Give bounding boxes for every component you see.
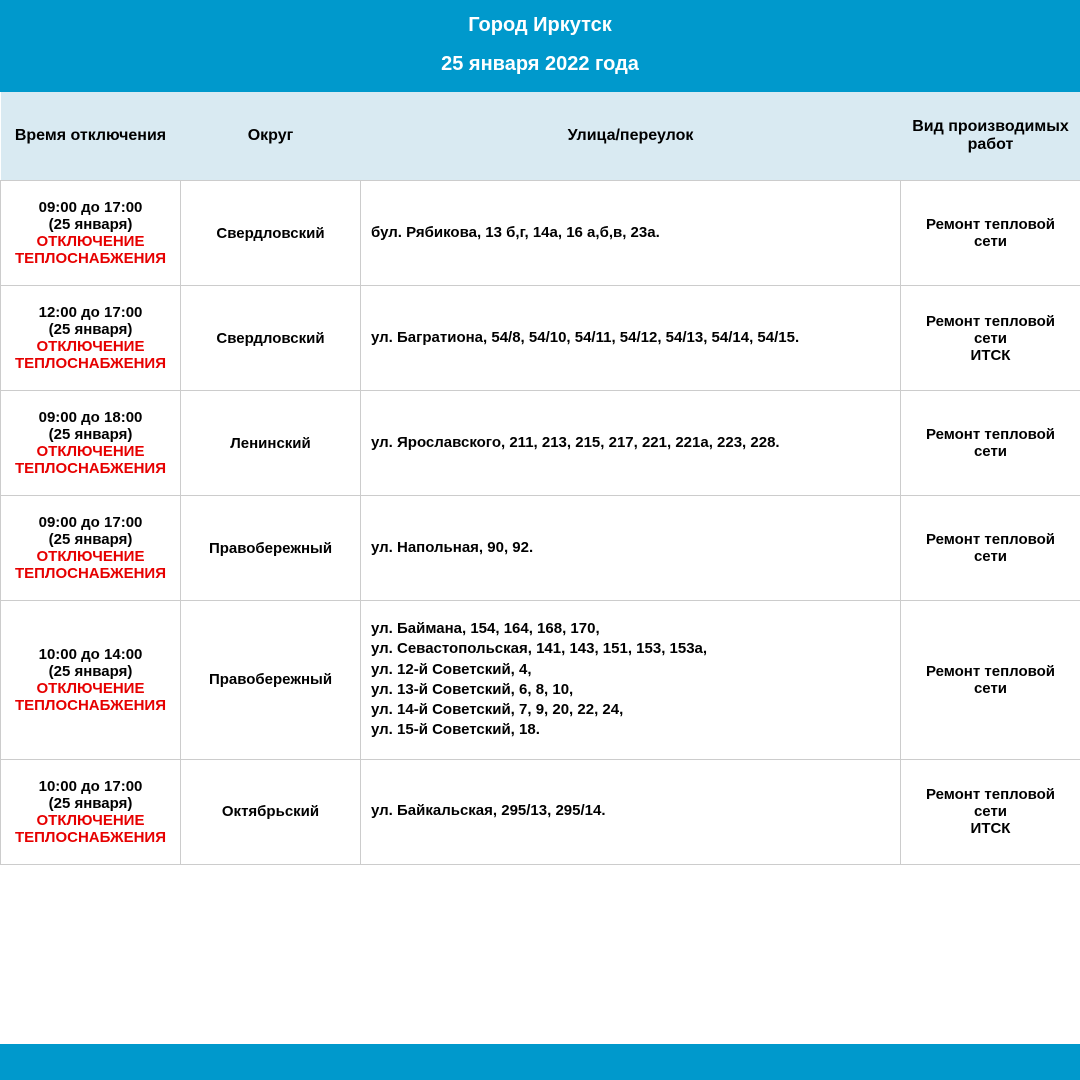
header-city: Город Иркутск (0, 14, 1080, 37)
alert-line-1: ОТКЛЮЧЕНИЕ (11, 443, 170, 460)
cell-street: ул. Напольная, 90, 92. (361, 496, 901, 601)
cell-street: ул. Байкальская, 295/13, 295/14. (361, 759, 901, 864)
time-range: 10:00 до 14:00 (11, 646, 170, 663)
time-date: (25 января) (11, 663, 170, 680)
header-date: 25 января 2022 года (0, 53, 1080, 76)
cell-street: бул. Рябикова, 13 б,г, 14а, 16 а,б,в, 23… (361, 181, 901, 286)
outage-table: Время отключения Округ Улица/переулок Ви… (0, 92, 1080, 865)
time-range: 12:00 до 17:00 (11, 304, 170, 321)
cell-street: ул. Багратиона, 54/8, 54/10, 54/11, 54/1… (361, 286, 901, 391)
cell-time: 09:00 до 17:00(25 января)ОТКЛЮЧЕНИЕТЕПЛО… (1, 181, 181, 286)
alert-line-2: ТЕПЛОСНАБЖЕНИЯ (11, 355, 170, 372)
cell-time: 10:00 до 17:00(25 января)ОТКЛЮЧЕНИЕТЕПЛО… (1, 759, 181, 864)
time-range: 09:00 до 17:00 (11, 199, 170, 216)
alert-line-2: ТЕПЛОСНАБЖЕНИЯ (11, 829, 170, 846)
footer-bar (0, 1044, 1080, 1080)
alert-line-2: ТЕПЛОСНАБЖЕНИЯ (11, 697, 170, 714)
table-row: 09:00 до 17:00(25 января)ОТКЛЮЧЕНИЕТЕПЛО… (1, 181, 1080, 286)
cell-okrug: Свердловский (181, 286, 361, 391)
cell-work: Ремонт тепловой сети (901, 391, 1080, 496)
cell-time: 09:00 до 18:00(25 января)ОТКЛЮЧЕНИЕТЕПЛО… (1, 391, 181, 496)
table-row: 10:00 до 17:00(25 января)ОТКЛЮЧЕНИЕТЕПЛО… (1, 759, 1080, 864)
alert-line-2: ТЕПЛОСНАБЖЕНИЯ (11, 565, 170, 582)
time-range: 10:00 до 17:00 (11, 778, 170, 795)
cell-time: 09:00 до 17:00(25 января)ОТКЛЮЧЕНИЕТЕПЛО… (1, 496, 181, 601)
col-header-street: Улица/переулок (361, 92, 901, 181)
cell-work: Ремонт тепловой сети ИТСК (901, 759, 1080, 864)
cell-time: 10:00 до 14:00(25 января)ОТКЛЮЧЕНИЕТЕПЛО… (1, 601, 181, 760)
table-header-row: Время отключения Округ Улица/переулок Ви… (1, 92, 1080, 181)
cell-street: ул. Баймана, 154, 164, 168, 170, ул. Сев… (361, 601, 901, 760)
cell-street: ул. Ярославского, 211, 213, 215, 217, 22… (361, 391, 901, 496)
cell-work: Ремонт тепловой сети (901, 496, 1080, 601)
time-date: (25 января) (11, 795, 170, 812)
time-range: 09:00 до 17:00 (11, 514, 170, 531)
time-date: (25 января) (11, 321, 170, 338)
cell-work: Ремонт тепловой сети ИТСК (901, 286, 1080, 391)
alert-line-1: ОТКЛЮЧЕНИЕ (11, 338, 170, 355)
table-row: 10:00 до 14:00(25 января)ОТКЛЮЧЕНИЕТЕПЛО… (1, 601, 1080, 760)
cell-okrug: Ленинский (181, 391, 361, 496)
alert-line-1: ОТКЛЮЧЕНИЕ (11, 233, 170, 250)
table-row: 09:00 до 17:00(25 января)ОТКЛЮЧЕНИЕТЕПЛО… (1, 496, 1080, 601)
table-row: 09:00 до 18:00(25 января)ОТКЛЮЧЕНИЕТЕПЛО… (1, 391, 1080, 496)
cell-work: Ремонт тепловой сети (901, 601, 1080, 760)
cell-okrug: Октябрьский (181, 759, 361, 864)
time-date: (25 января) (11, 426, 170, 443)
cell-okrug: Свердловский (181, 181, 361, 286)
col-header-okrug: Округ (181, 92, 361, 181)
cell-okrug: Правобережный (181, 496, 361, 601)
alert-line-1: ОТКЛЮЧЕНИЕ (11, 548, 170, 565)
col-header-time: Время отключения (1, 92, 181, 181)
table-row: 12:00 до 17:00(25 января)ОТКЛЮЧЕНИЕТЕПЛО… (1, 286, 1080, 391)
cell-time: 12:00 до 17:00(25 января)ОТКЛЮЧЕНИЕТЕПЛО… (1, 286, 181, 391)
alert-line-2: ТЕПЛОСНАБЖЕНИЯ (11, 250, 170, 267)
page-header: Город Иркутск 25 января 2022 года (0, 0, 1080, 92)
time-date: (25 января) (11, 216, 170, 233)
alert-line-1: ОТКЛЮЧЕНИЕ (11, 812, 170, 829)
alert-line-1: ОТКЛЮЧЕНИЕ (11, 680, 170, 697)
time-range: 09:00 до 18:00 (11, 409, 170, 426)
cell-work: Ремонт тепловой сети (901, 181, 1080, 286)
col-header-work: Вид производимых работ (901, 92, 1080, 181)
cell-okrug: Правобережный (181, 601, 361, 760)
time-date: (25 января) (11, 531, 170, 548)
alert-line-2: ТЕПЛОСНАБЖЕНИЯ (11, 460, 170, 477)
